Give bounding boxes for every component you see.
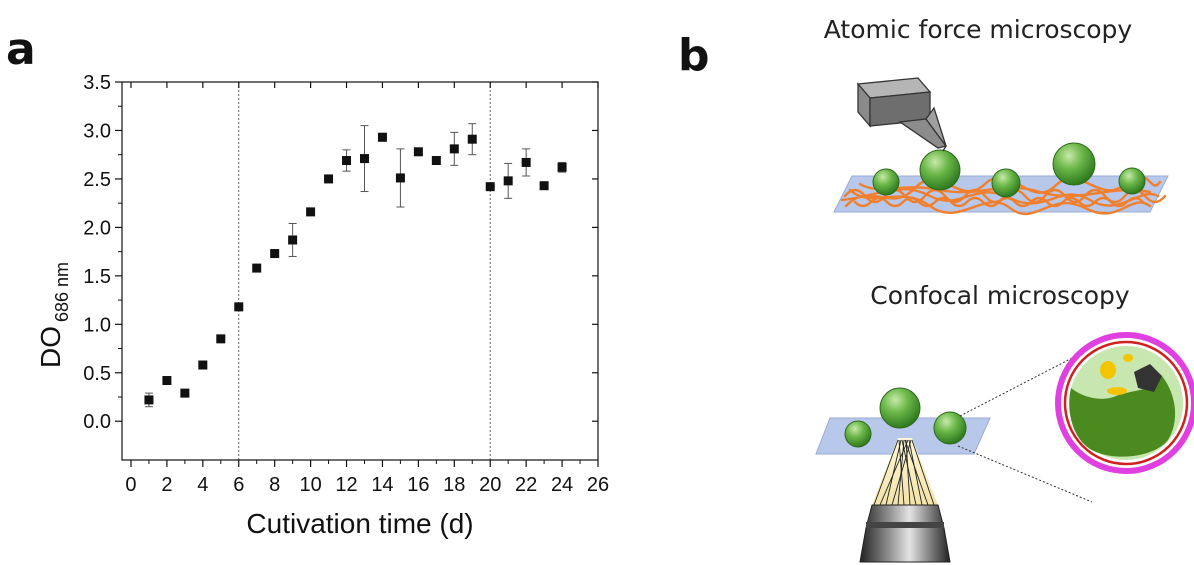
x-axis-title: Cutivation time (d) — [246, 508, 473, 539]
y-axis-title-subscript: 686 nm — [52, 262, 72, 322]
x-axis-ticks: 0 2 4 6 8 10 12 14 16 18 20 22 24 26 — [125, 82, 609, 496]
data-point — [359, 154, 369, 164]
data-points — [144, 132, 567, 405]
data-point — [395, 173, 405, 183]
x-tick-label: 12 — [335, 474, 357, 496]
panel-a-chart: a 0 2 4 6 8 10 12 14 16 18 20 22 24 26 0.00.51.01.52.… — [6, 24, 609, 539]
confocal-cell — [844, 420, 872, 448]
x-tick-label: 10 — [299, 474, 321, 496]
data-point — [521, 157, 531, 167]
x-tick-label: 4 — [197, 474, 208, 496]
data-point — [431, 156, 441, 166]
data-point — [485, 182, 495, 192]
y-tick-label: 0.5 — [83, 363, 111, 385]
data-point — [539, 181, 549, 191]
y-axis-title: DO — [35, 326, 66, 368]
afm-cell — [1118, 167, 1146, 195]
data-point — [306, 207, 316, 217]
error-bars — [144, 123, 567, 408]
svg-text:DO686 nm: DO 686 nm — [35, 262, 72, 368]
y-tick-label: 3.5 — [83, 72, 111, 94]
x-tick-label: 8 — [269, 474, 280, 496]
afm-cell — [991, 168, 1021, 198]
data-point — [503, 176, 513, 186]
x-tick-label: 6 — [233, 474, 244, 496]
confocal-title: Confocal microscopy — [870, 281, 1130, 310]
panel-letter-a: a — [6, 24, 36, 75]
data-point — [144, 395, 154, 405]
microscope-objective — [859, 504, 951, 563]
panel-letter-b: b — [678, 30, 710, 81]
x-tick-label: 26 — [587, 474, 609, 496]
objective-band — [866, 522, 944, 528]
x-tick-label: 24 — [551, 474, 573, 496]
data-point — [324, 174, 334, 184]
zoom-line — [959, 355, 1077, 417]
afm-cell — [872, 168, 900, 196]
data-point — [270, 249, 280, 259]
y-tick-label: 1.5 — [83, 266, 111, 288]
y-axis-title-group: DO 686 nm — [35, 262, 72, 368]
panel-b-schematics: b Atomic force microscopy Confocal micro… — [678, 15, 1194, 563]
x-tick-label: 16 — [407, 474, 429, 496]
data-point — [413, 147, 423, 157]
cell-zoom-inset — [1055, 332, 1194, 474]
data-point — [234, 302, 244, 312]
data-point — [342, 156, 352, 166]
afm-illustration — [833, 77, 1169, 216]
data-point — [288, 235, 298, 245]
confocal-cell — [933, 411, 967, 445]
afm-cell — [1052, 142, 1096, 186]
x-tick-label: 0 — [125, 474, 136, 496]
y-tick-label: 1.0 — [83, 314, 111, 336]
plot-frame — [121, 81, 599, 461]
vertical-guide-lines — [238, 82, 491, 460]
data-point — [216, 334, 226, 344]
data-point — [180, 388, 190, 398]
y-tick-label: 2.5 — [83, 169, 111, 191]
data-point — [252, 263, 262, 273]
x-tick-label: 18 — [443, 474, 465, 496]
zoom-line — [957, 445, 1093, 503]
chloroplast — [1069, 376, 1176, 457]
x-tick-label: 22 — [515, 474, 537, 496]
x-tick-label: 14 — [371, 474, 393, 496]
objective-light-beam — [872, 438, 938, 505]
data-point — [198, 360, 208, 370]
data-point — [377, 132, 387, 142]
afm-cell — [919, 149, 961, 191]
y-tick-label: 3.0 — [83, 120, 111, 142]
y-tick-label: 0.0 — [83, 411, 111, 433]
data-point — [467, 134, 477, 144]
nucleus — [1134, 364, 1162, 392]
data-point — [162, 376, 172, 386]
data-point — [449, 144, 459, 154]
afm-title: Atomic force microscopy — [824, 15, 1133, 44]
afm-cantilever — [856, 77, 948, 152]
data-point — [557, 162, 567, 172]
confocal-cell-focused — [879, 387, 921, 429]
x-tick-label: 2 — [161, 474, 172, 496]
y-tick-label: 2.0 — [83, 217, 111, 239]
confocal-illustration — [815, 332, 1194, 563]
y-axis-ticks: 0.0 0.5 1.0 1.5 2.0 2.5 3.0 3.5 — [83, 72, 598, 433]
x-tick-label: 20 — [479, 474, 501, 496]
light-rays — [873, 439, 935, 506]
